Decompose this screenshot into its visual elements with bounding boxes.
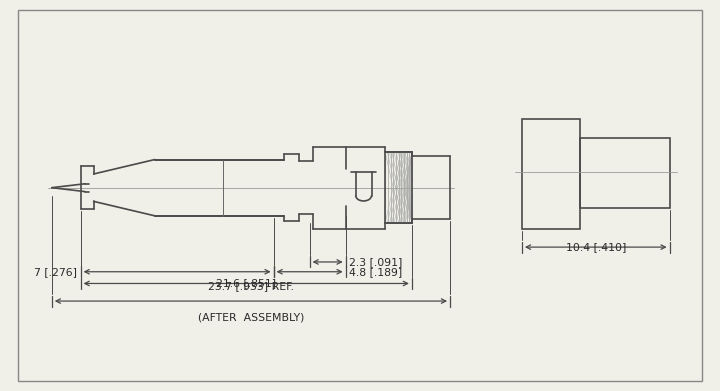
Text: 2.3 [.091]: 2.3 [.091]	[349, 257, 402, 267]
Bar	[385, 152, 412, 223]
Bar	[580, 138, 670, 208]
Text: (AFTER  ASSEMBLY): (AFTER ASSEMBLY)	[198, 312, 304, 322]
Text: 10.4 [.410]: 10.4 [.410]	[566, 242, 626, 252]
Text: 7 [.276]: 7 [.276]	[34, 267, 77, 277]
Text: 4.8 [.189]: 4.8 [.189]	[349, 267, 402, 277]
Bar	[522, 119, 580, 229]
Text: 23.7 [.933] REF.: 23.7 [.933] REF.	[208, 281, 294, 291]
Text: 21.6 [.851]: 21.6 [.851]	[216, 278, 276, 289]
